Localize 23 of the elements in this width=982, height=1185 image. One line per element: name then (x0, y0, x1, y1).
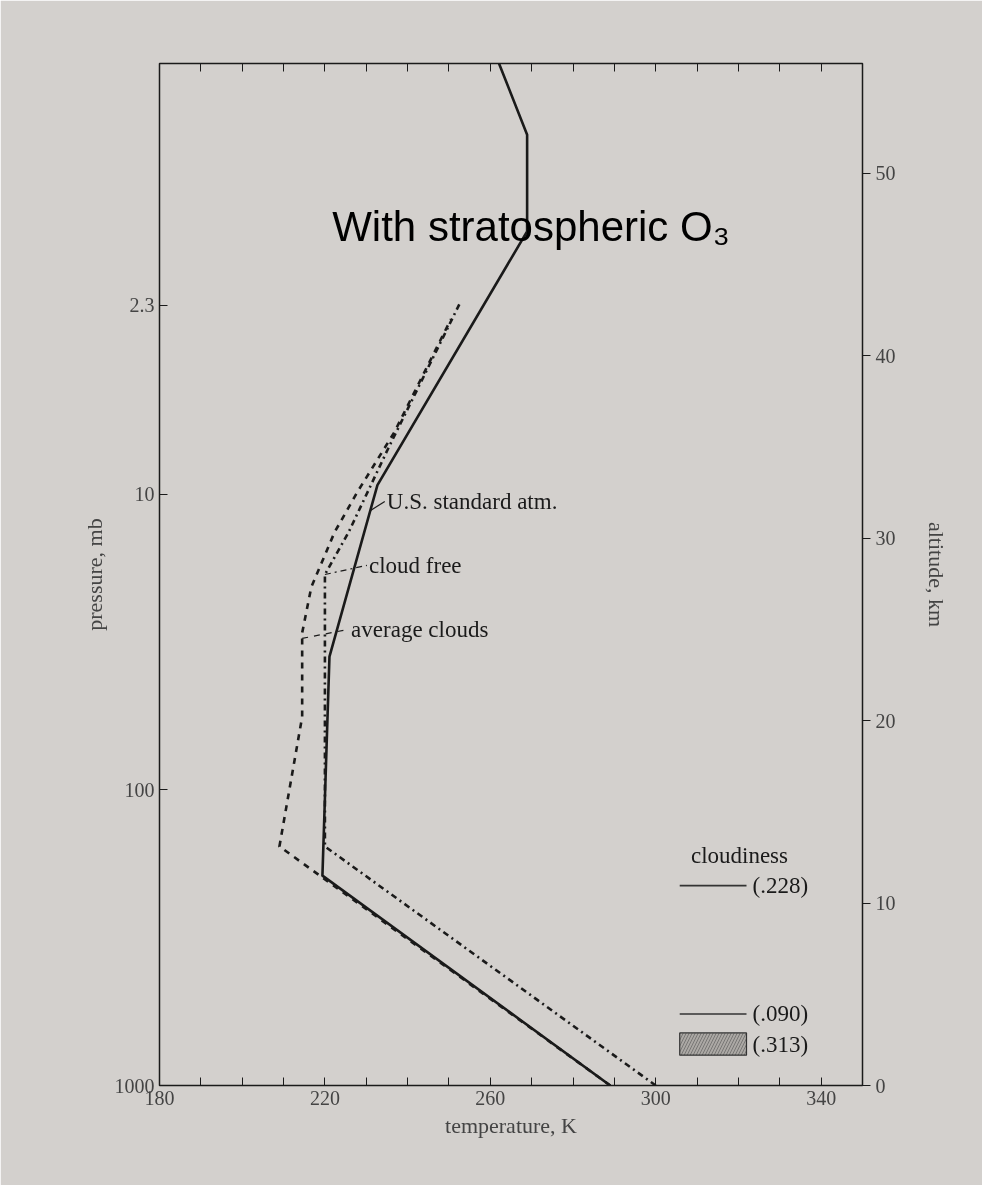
y2-tick-label: 0 (875, 1074, 886, 1097)
y-tick-label: 100 (124, 778, 155, 801)
legend-label: (.228) (752, 873, 809, 899)
legend-label: cloud free (368, 552, 462, 578)
legend-label: (.313) (752, 1031, 809, 1057)
y-axis-title: pressure, mb (81, 518, 107, 631)
y2-tick-label: 10 (875, 892, 896, 914)
legend-title: cloudiness (690, 843, 789, 869)
y2-tick-label: 50 (875, 162, 896, 184)
x-tick-label: 260 (475, 1086, 506, 1109)
y2-tick-label: 40 (875, 344, 896, 367)
x-tick-label: 340 (806, 1086, 837, 1109)
y-tick-label: 10 (134, 483, 155, 506)
y2-axis-title: altitude, km (923, 521, 949, 628)
x-tick-label: 300 (640, 1086, 671, 1109)
legend-label: U.S. standard atm. (386, 489, 558, 514)
y2-tick-label: 20 (875, 709, 896, 732)
legend-label: average clouds (351, 616, 489, 642)
y-tick-label: 2.3 (129, 294, 155, 317)
x-tick-label: 220 (309, 1086, 340, 1109)
legend-label: (.090) (752, 1001, 809, 1027)
y2-tick-label: 30 (875, 527, 896, 549)
x-axis-title: temperature, K (445, 1112, 578, 1138)
